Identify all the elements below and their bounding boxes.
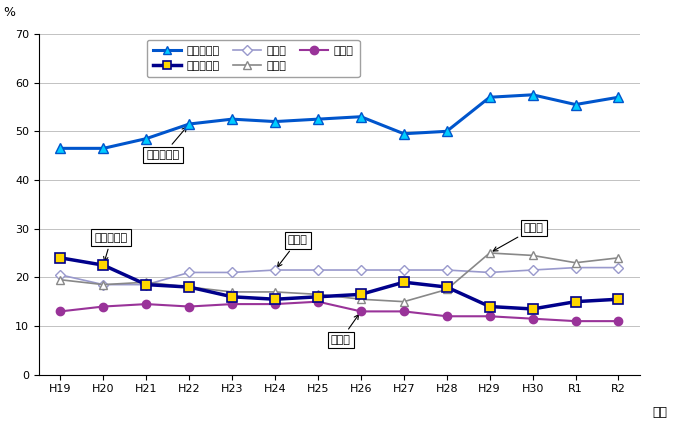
Text: 人件費: 人件費 [493,223,544,251]
Text: 扶助費: 扶助費 [277,235,308,267]
Legend: 義務的経費, 投資的経費, 扶助費, 人件費, 公債費: 義務的経費, 投資的経費, 扶助費, 人件費, 公債費 [147,40,359,77]
Text: %: % [3,6,15,20]
Text: 公債費: 公債費 [331,314,359,345]
Text: 義務的経費: 義務的経費 [146,127,186,160]
Text: 投資的経費: 投資的経費 [95,233,128,261]
Text: 年度: 年度 [653,406,668,419]
